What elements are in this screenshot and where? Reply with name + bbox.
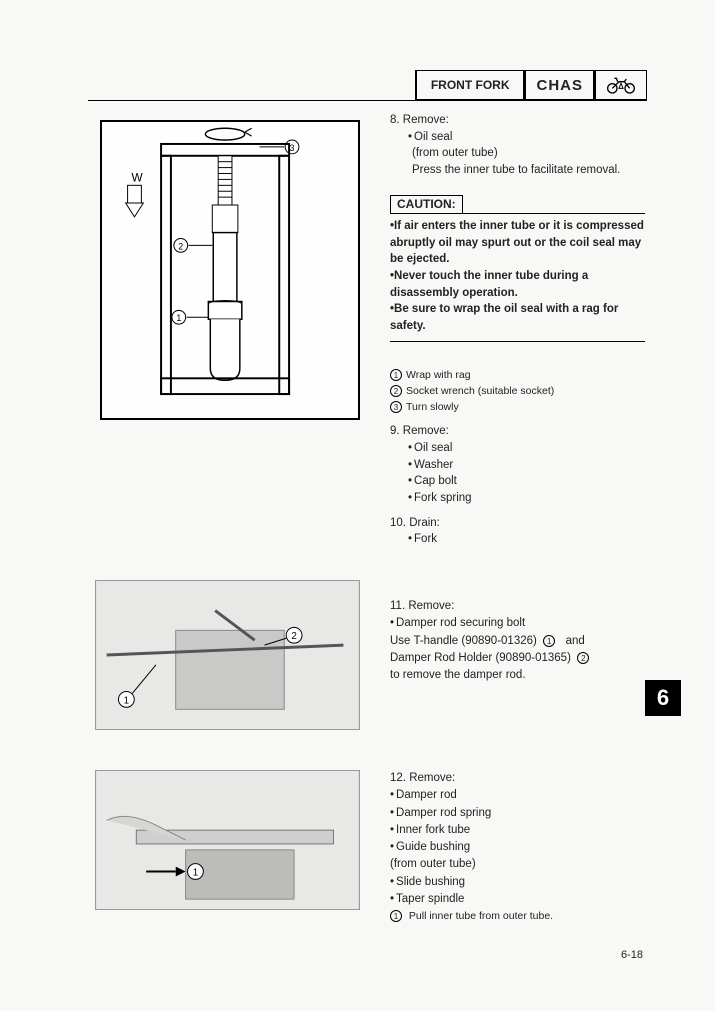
header-box: FRONT FORK CHAS [415, 70, 647, 100]
step11-line-c: Damper Rod Holder (90890-01365) 2 [390, 650, 645, 667]
step11-num: 11. [390, 600, 405, 612]
step12-num: 12. [390, 772, 406, 784]
caution-title: CAUTION: [390, 195, 463, 214]
step12-label: Remove: [409, 772, 455, 784]
text-col-top: 8. Remove: Oil seal (from outer tube) Pr… [390, 112, 645, 548]
caution-body: •If air enters the inner tube or it is c… [390, 218, 645, 335]
step10-a: Fork [390, 531, 645, 548]
page-number: 6-18 [621, 949, 643, 961]
header-title: FRONT FORK [416, 71, 524, 99]
step9-num: 9. [390, 425, 400, 437]
header-underline [88, 100, 647, 101]
step11-a: Damper rod securing bolt [390, 615, 645, 632]
foot-text: Pull inner tube from outer tube. [409, 910, 553, 922]
svg-text:1: 1 [193, 867, 198, 878]
step11-label: Remove: [408, 600, 454, 612]
caution-l2: •Never touch the inner tube during a dis… [390, 268, 645, 301]
step12-b: Damper rod spring [390, 805, 645, 822]
svg-text:2: 2 [291, 631, 296, 642]
photo-2: 1 [95, 770, 360, 910]
fork-diagram-box: 3 W 2 1 [100, 120, 360, 420]
caution-l3: •Be sure to wrap the oil seal with a rag… [390, 301, 645, 334]
fork-diagram-svg: 3 W 2 1 [102, 122, 358, 418]
step8-label: Remove: [403, 114, 449, 126]
step11-line-b: Use T-handle (90890-01326) 1 and [390, 633, 645, 650]
page: FRONT FORK CHAS 3 [0, 0, 715, 1011]
callout-w: W [132, 170, 144, 184]
header-chas: CHAS [523, 71, 596, 99]
step9-a: Oil seal [390, 440, 645, 457]
step8-num: 8. [390, 114, 400, 126]
step12-f: Taper spindle [390, 891, 645, 908]
step9-label: Remove: [403, 425, 449, 437]
legend-3-num: 3 [390, 401, 402, 413]
step8-note2: Press the inner tube to facilitate remov… [390, 162, 645, 179]
step11-c2num: 2 [577, 652, 589, 664]
photo-1: 2 1 [95, 580, 360, 730]
step11-c1num: 1 [543, 635, 555, 647]
text-col-mid: 11. Remove: Damper rod securing bolt Use… [390, 598, 645, 684]
step10-num: 10. [390, 517, 406, 529]
step12-d: Guide bushing [390, 839, 645, 856]
callout-1: 1 [176, 313, 181, 323]
legend-1-num: 1 [390, 369, 402, 381]
step-10: 10. Drain: Fork [390, 515, 645, 548]
step12-dnote: (from outer tube) [390, 856, 645, 873]
callout-2: 2 [178, 241, 183, 251]
step11-d: to remove the damper rod. [390, 667, 645, 684]
step12-e: Slide bushing [390, 874, 645, 891]
caution-line-bottom [390, 341, 645, 342]
step11-b2: and [566, 635, 585, 647]
legend-1: Wrap with rag [406, 369, 471, 381]
legend-2: Socket wrench (suitable socket) [406, 385, 554, 397]
step8-note1: (from outer tube) [390, 145, 645, 162]
step12-a: Damper rod [390, 787, 645, 804]
caution-l1: •If air enters the inner tube or it is c… [390, 218, 645, 268]
svg-text:1: 1 [124, 695, 129, 706]
step9-b: Washer [390, 457, 645, 474]
step11-b1: Use T-handle (90890-01326) [390, 635, 537, 647]
step12-c: Inner fork tube [390, 822, 645, 839]
step8-item: Oil seal [390, 129, 645, 146]
legend-2-num: 2 [390, 385, 402, 397]
step-9: 9. Remove: Oil seal Washer Cap bolt Fork… [390, 423, 645, 506]
text-col-bottom: 12. Remove: Damper rod Damper rod spring… [390, 770, 645, 908]
step9-c: Cap bolt [390, 473, 645, 490]
foot-num: 1 [390, 910, 402, 922]
legend-3: Turn slowly [406, 401, 459, 413]
motorcycle-icon [596, 73, 646, 97]
diagram-legend: 1 Wrap with rag 2 Socket wrench (suitable … [390, 368, 645, 416]
step11-c1: Damper Rod Holder (90890-01365) [390, 652, 571, 664]
step9-d: Fork spring [390, 490, 645, 507]
step-8: 8. Remove: Oil seal (from outer tube) Pr… [390, 112, 645, 179]
step10-label: Drain: [409, 517, 440, 529]
callout-3: 3 [290, 143, 295, 153]
footnote: 1 Pull inner tube from outer tube. [390, 910, 553, 922]
chapter-tab: 6 [645, 680, 681, 716]
